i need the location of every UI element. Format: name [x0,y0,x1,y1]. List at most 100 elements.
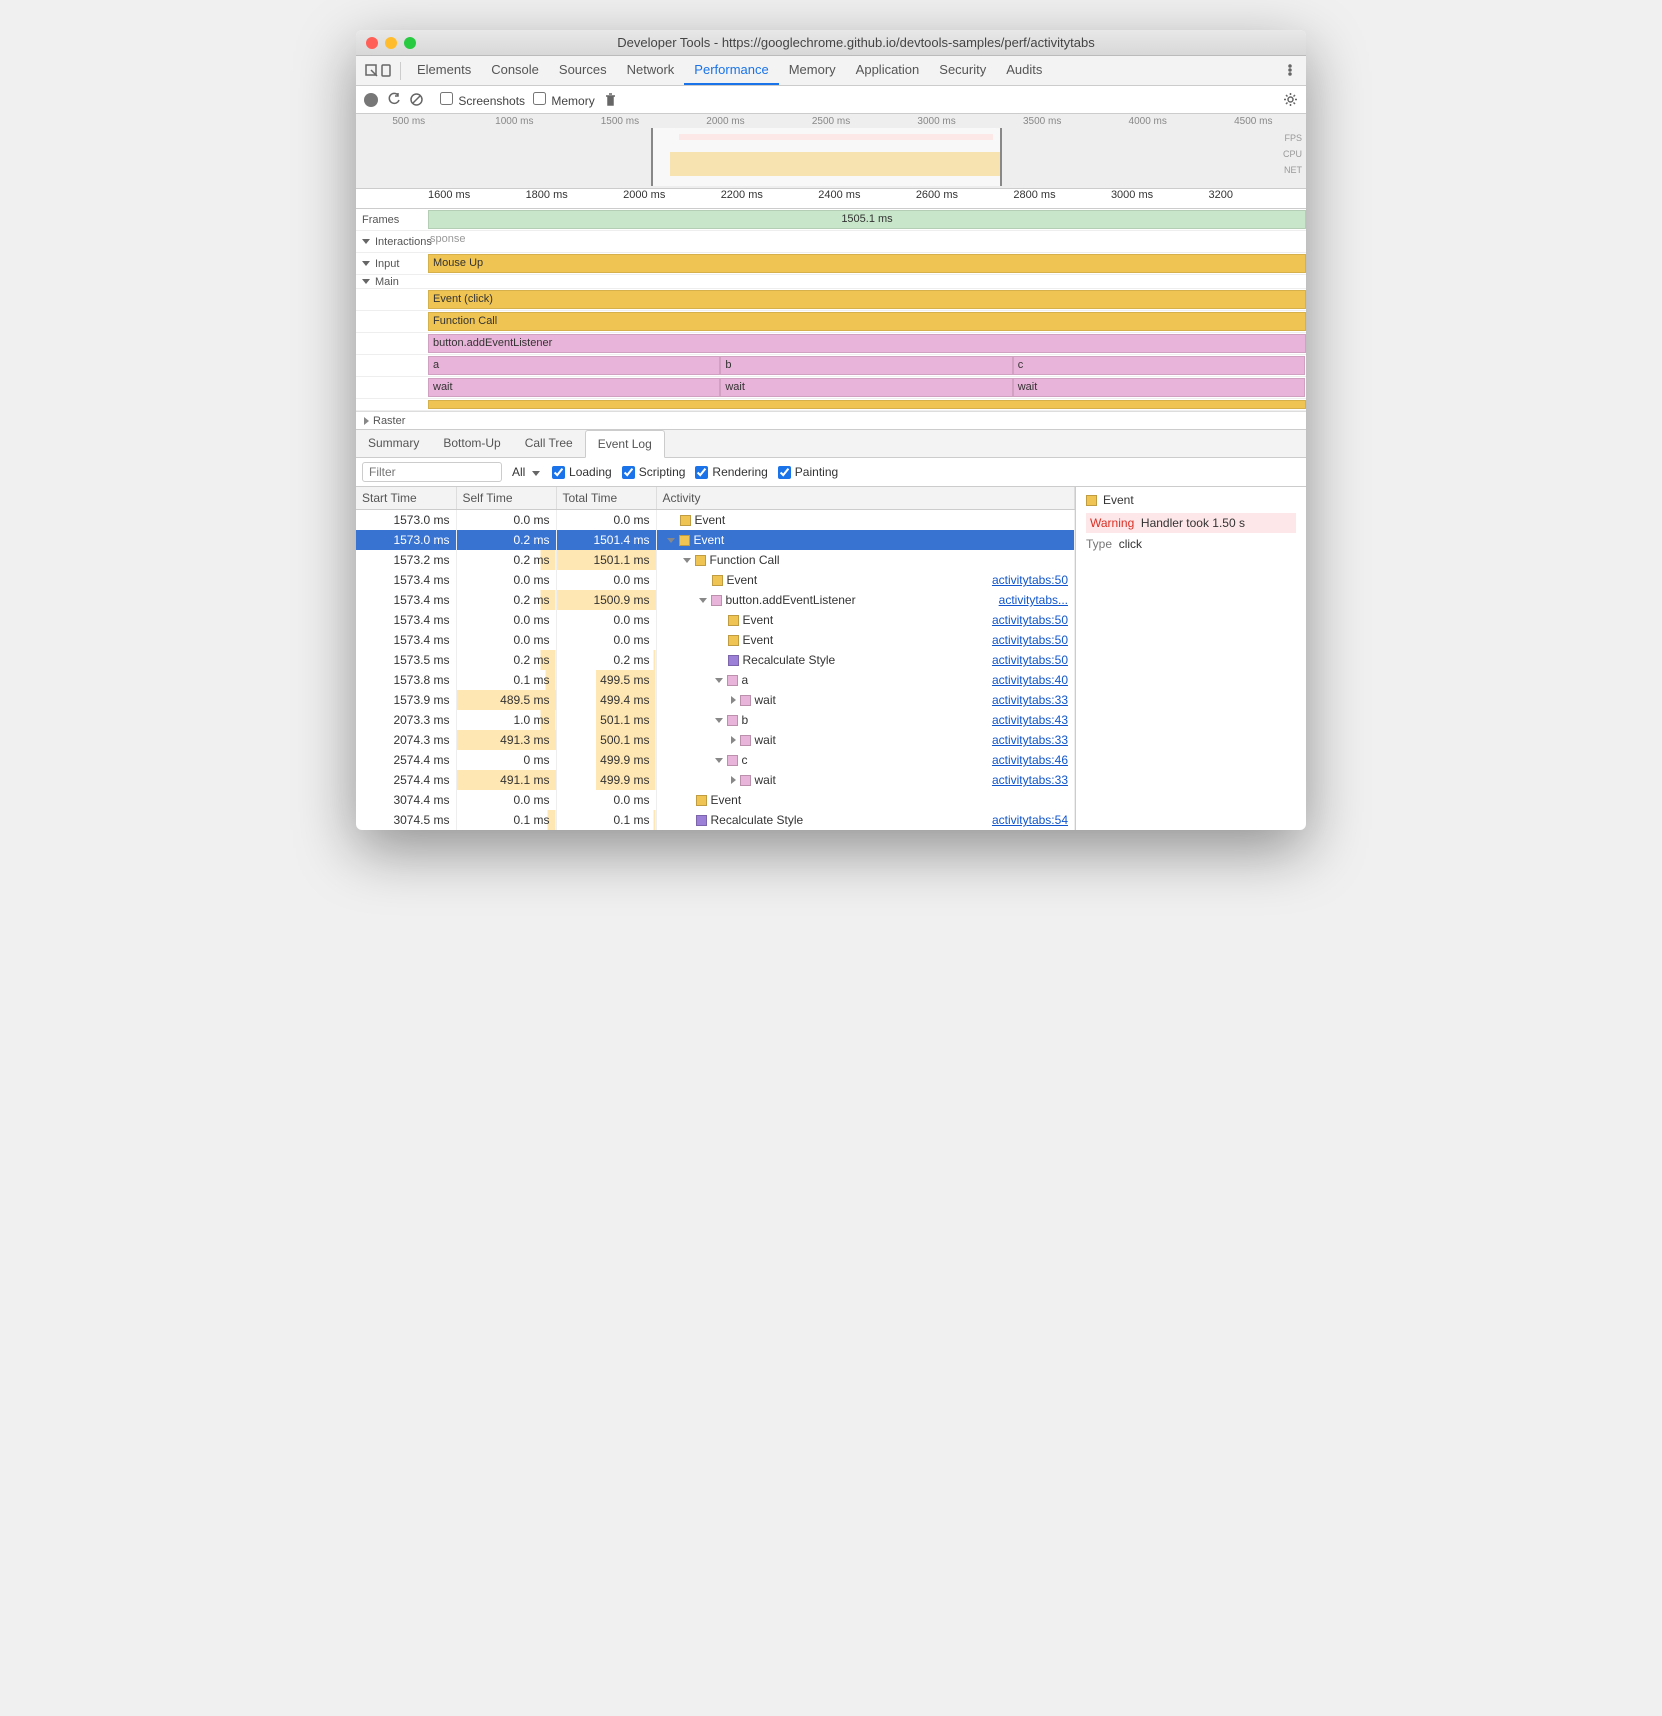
details-panel: Event Warning Handler took 1.50 s Type c… [1076,487,1306,830]
close-icon[interactable] [366,37,378,49]
tab-memory[interactable]: Memory [779,56,846,85]
table-row[interactable]: 3074.4 ms0.0 ms0.0 msEvent [356,790,1075,810]
event-label: Event [1103,493,1134,507]
memory-checkbox[interactable]: Memory [533,92,595,108]
event-log-table: Start TimeSelf TimeTotal TimeActivity 15… [356,487,1075,830]
table-row[interactable]: 1573.4 ms0.2 ms1500.9 msbutton.addEventL… [356,590,1075,610]
table-row[interactable]: 1573.9 ms489.5 ms499.4 mswaitactivitytab… [356,690,1075,710]
source-link[interactable]: activitytabs:50 [992,613,1068,627]
devtools-window: Developer Tools - https://googlechrome.g… [356,30,1306,830]
gear-icon[interactable] [1283,92,1298,107]
flame-bar[interactable]: c [1013,356,1305,375]
filter-loading[interactable]: Loading [552,465,612,479]
flame-bar[interactable] [428,400,1306,409]
reload-icon[interactable] [386,92,401,107]
filter-painting[interactable]: Painting [778,465,838,479]
inspect-icon[interactable] [364,63,379,78]
tab-console[interactable]: Console [481,56,549,85]
ruler: 1600 ms1800 ms2000 ms2200 ms2400 ms2600 … [356,189,1306,209]
filter-dropdown[interactable]: All [512,465,542,479]
main-label[interactable]: Main [356,276,428,288]
table-row[interactable]: 1573.8 ms0.1 ms499.5 msaactivitytabs:40 [356,670,1075,690]
tab-audits[interactable]: Audits [996,56,1052,85]
record-button[interactable] [364,93,378,107]
source-link[interactable]: activitytabs:50 [992,633,1068,647]
source-link[interactable]: activitytabs:33 [992,733,1068,747]
table-row[interactable]: 2574.4 ms0 ms499.9 mscactivitytabs:46 [356,750,1075,770]
trash-icon[interactable] [603,92,618,107]
activity-color-icon [728,615,739,626]
source-link[interactable]: activitytabs:46 [992,753,1068,767]
device-icon[interactable] [379,63,394,78]
filter-scripting[interactable]: Scripting [622,465,686,479]
tab-security[interactable]: Security [929,56,996,85]
tab-network[interactable]: Network [617,56,685,85]
warning-row: Warning Handler took 1.50 s [1086,513,1296,533]
table-row[interactable]: 2074.3 ms491.3 ms500.1 mswaitactivitytab… [356,730,1075,750]
tab-elements[interactable]: Elements [407,56,481,85]
source-link[interactable]: activitytabs:33 [992,693,1068,707]
clear-icon[interactable] [409,92,424,107]
source-link[interactable]: activitytabs:54 [992,813,1068,827]
table-row[interactable]: 2073.3 ms1.0 ms501.1 msbactivitytabs:43 [356,710,1075,730]
source-link[interactable]: activitytabs:50 [992,653,1068,667]
flame-bar[interactable]: Event (click) [428,290,1306,309]
subtab-bottom-up[interactable]: Bottom-Up [431,430,512,457]
input-label[interactable]: Input [356,258,428,270]
tab-application[interactable]: Application [846,56,930,85]
frame-bar[interactable]: 1505.1 ms [428,210,1306,229]
table-row[interactable]: 1573.5 ms0.2 ms0.2 msRecalculate Styleac… [356,650,1075,670]
titlebar: Developer Tools - https://googlechrome.g… [356,30,1306,56]
subtab-summary[interactable]: Summary [356,430,431,457]
raster-label[interactable]: Raster [356,411,1306,429]
flame-bar[interactable]: wait [428,378,720,397]
table-row[interactable]: 3074.5 ms0.1 ms0.1 msRecalculate Styleac… [356,810,1075,830]
source-link[interactable]: activitytabs:33 [992,773,1068,787]
window-controls [366,37,416,49]
subtab-call-tree[interactable]: Call Tree [513,430,585,457]
activity-color-icon [679,535,690,546]
flame-chart[interactable]: Frames 1505.1 ms Interactions sponse Inp… [356,209,1306,430]
tab-sources[interactable]: Sources [549,56,617,85]
source-link[interactable]: activitytabs:40 [992,673,1068,687]
flame-bar[interactable]: wait [1013,378,1305,397]
flame-bar[interactable]: a [428,356,720,375]
flame-bar[interactable]: button.addEventListener [428,334,1306,353]
table-row[interactable]: 1573.4 ms0.0 ms0.0 msEventactivitytabs:5… [356,610,1075,630]
table-row[interactable]: 1573.0 ms0.2 ms1501.4 msEvent [356,530,1075,550]
screenshots-checkbox[interactable]: Screenshots [440,92,525,108]
sub-tabs: SummaryBottom-UpCall TreeEvent Log [356,430,1306,458]
interactions-label[interactable]: Interactions [356,236,428,248]
flame-bar[interactable]: Function Call [428,312,1306,331]
activity-color-icon [695,555,706,566]
activity-color-icon [728,655,739,666]
tab-performance[interactable]: Performance [684,56,778,85]
filter-rendering[interactable]: Rendering [695,465,767,479]
overview-timeline[interactable]: 500 ms1000 ms1500 ms2000 ms2500 ms3000 m… [356,114,1306,189]
activity-color-icon [696,815,707,826]
filter-input[interactable] [362,462,502,482]
lower-panel: Start TimeSelf TimeTotal TimeActivity 15… [356,487,1306,830]
table-row[interactable]: 1573.4 ms0.0 ms0.0 msEventactivitytabs:5… [356,570,1075,590]
flame-bar[interactable]: wait [720,378,1012,397]
source-link[interactable]: activitytabs:50 [992,573,1068,587]
activity-color-icon [728,635,739,646]
activity-color-icon [740,735,751,746]
filter-bar: All Loading Scripting Rendering Painting [356,458,1306,487]
table-row[interactable]: 2574.4 ms491.1 ms499.9 mswaitactivitytab… [356,770,1075,790]
subtab-event-log[interactable]: Event Log [585,430,665,458]
activity-color-icon [727,675,738,686]
activity-color-icon [727,755,738,766]
flame-bar[interactable]: b [720,356,1012,375]
table-row[interactable]: 1573.0 ms0.0 ms0.0 msEvent [356,510,1075,531]
input-bar[interactable]: Mouse Up [428,254,1306,273]
more-icon[interactable] [1283,63,1298,78]
zoom-icon[interactable] [404,37,416,49]
activity-color-icon [711,595,722,606]
table-row[interactable]: 1573.2 ms0.2 ms1501.1 msFunction Call [356,550,1075,570]
source-link[interactable]: activitytabs:43 [992,713,1068,727]
minimize-icon[interactable] [385,37,397,49]
window-title: Developer Tools - https://googlechrome.g… [416,35,1296,50]
source-link[interactable]: activitytabs... [999,593,1068,607]
table-row[interactable]: 1573.4 ms0.0 ms0.0 msEventactivitytabs:5… [356,630,1075,650]
